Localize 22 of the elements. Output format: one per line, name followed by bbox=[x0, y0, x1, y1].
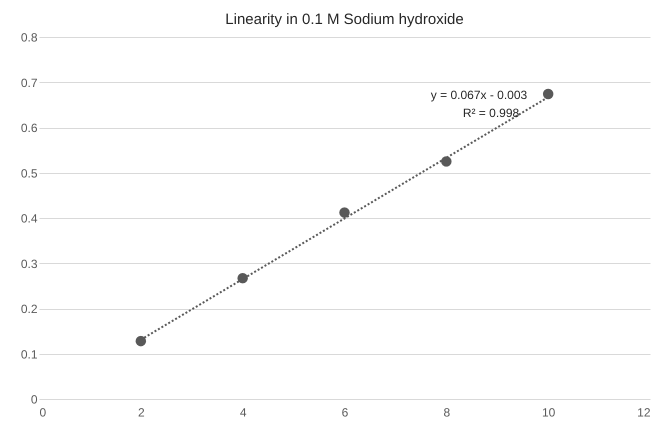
x-tick-label: 6 bbox=[342, 406, 349, 420]
y-tick-label: 0 bbox=[30, 392, 38, 406]
chart-title: Linearity in 0.1 M Sodium hydroxide bbox=[225, 11, 464, 28]
y-tick-label: 0.1 bbox=[20, 347, 38, 362]
annotation: y = 0.067x - 0.003 bbox=[430, 88, 528, 102]
x-tick-label: 10 bbox=[542, 406, 556, 420]
y-tick-label: 0.8 bbox=[20, 30, 38, 44]
point bbox=[339, 207, 350, 218]
y-tick-label: 0.3 bbox=[20, 256, 38, 271]
y-tick-label: 0.7 bbox=[20, 76, 38, 90]
x-tick-label: 4 bbox=[240, 406, 247, 420]
y-tick-label: 0.2 bbox=[20, 302, 38, 316]
x-tick-label: 12 bbox=[637, 406, 651, 420]
y-tick-label: 0.6 bbox=[20, 121, 38, 135]
point bbox=[136, 336, 146, 346]
y-tick-label: 0.5 bbox=[20, 166, 38, 180]
point bbox=[542, 88, 554, 100]
x-tick-label: 0 bbox=[40, 406, 46, 420]
x-tick-label: 8 bbox=[443, 406, 450, 420]
annotation: R² = 0.998 bbox=[462, 106, 520, 120]
x-tick-label: 2 bbox=[138, 406, 145, 420]
y-tick-label: 0.4 bbox=[20, 212, 38, 226]
